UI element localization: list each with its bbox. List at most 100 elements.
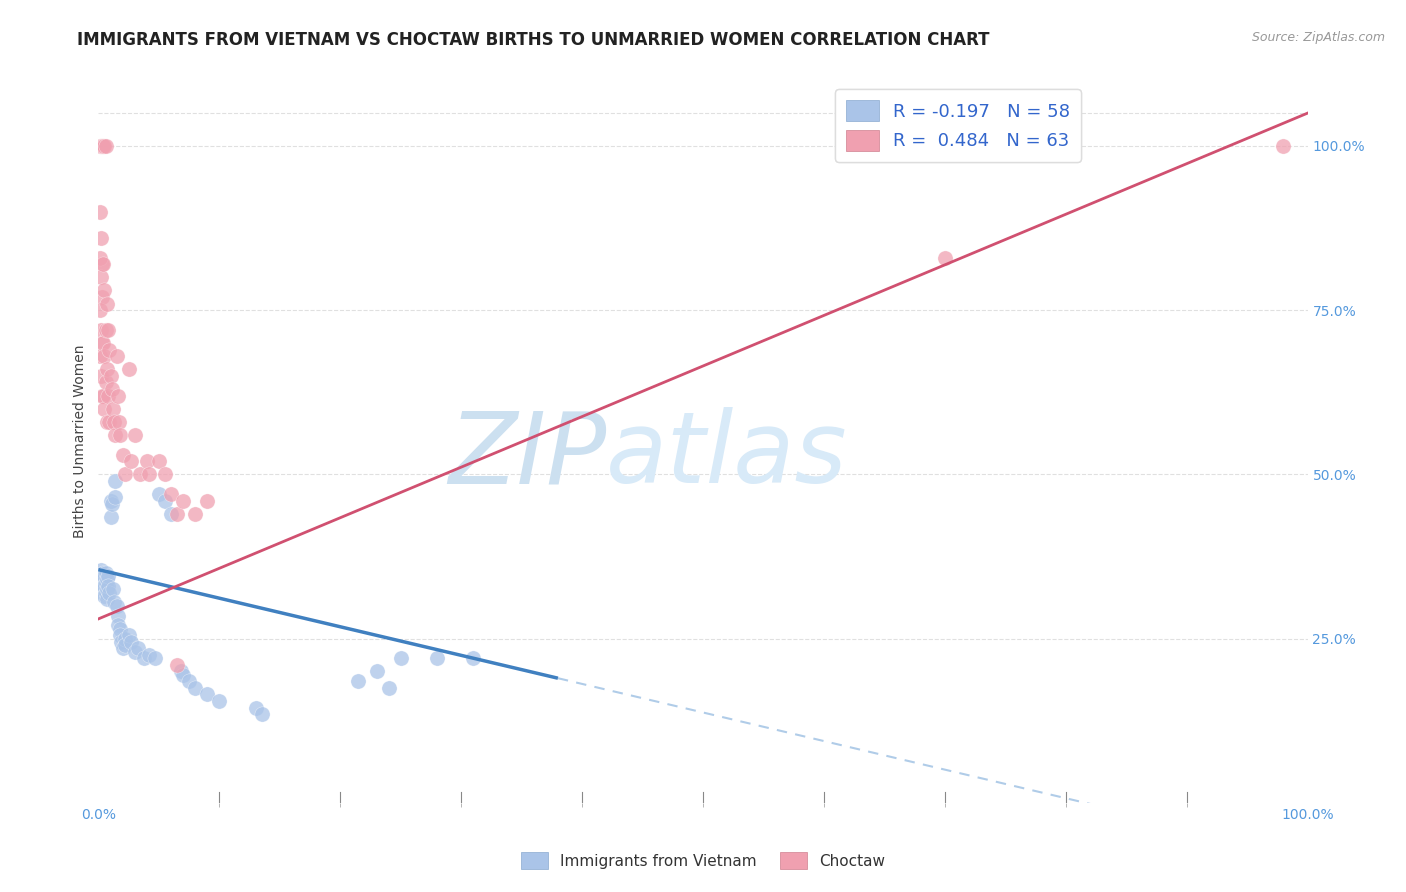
Point [103, 595, 125, 609]
Point [89, 349, 111, 363]
Point [105, 349, 128, 363]
Y-axis label: Births to Unmarried Women: Births to Unmarried Women [73, 345, 87, 538]
Point [118, 362, 141, 376]
Point [389, 651, 412, 665]
Point [153, 493, 176, 508]
Point [97, 323, 120, 337]
Point [98, 415, 121, 429]
Point [100, 493, 122, 508]
Point [101, 401, 124, 416]
Point [245, 700, 267, 714]
Point [208, 694, 231, 708]
Point [124, 645, 146, 659]
Point [118, 628, 141, 642]
Point [93, 349, 115, 363]
Point [94, 376, 117, 390]
Text: ZIP: ZIP [449, 408, 606, 505]
Point [89, 251, 111, 265]
Point [111, 641, 134, 656]
Text: Source: ZipAtlas.com: Source: ZipAtlas.com [1251, 31, 1385, 45]
Point [184, 507, 207, 521]
Point [91, 257, 114, 271]
Point [111, 448, 134, 462]
Point [160, 507, 183, 521]
Point [108, 428, 131, 442]
Point [160, 487, 183, 501]
Point [166, 507, 188, 521]
Point [120, 635, 142, 649]
Point [94, 566, 117, 580]
Point [108, 622, 131, 636]
Point [91, 575, 114, 590]
Point [934, 251, 956, 265]
Point [108, 628, 131, 642]
Point [103, 415, 125, 429]
Point [91, 336, 114, 351]
Point [148, 487, 170, 501]
Point [134, 651, 156, 665]
Legend: Immigrants from Vietnam, Choctaw: Immigrants from Vietnam, Choctaw [515, 846, 891, 875]
Point [91, 290, 114, 304]
Point [1272, 139, 1295, 153]
Point [93, 569, 115, 583]
Point [100, 510, 122, 524]
Point [91, 582, 114, 597]
Point [114, 467, 136, 482]
Point [107, 618, 129, 632]
Point [143, 651, 166, 665]
Point [94, 575, 117, 590]
Point [114, 638, 136, 652]
Point [97, 579, 120, 593]
Point [128, 467, 150, 482]
Point [94, 585, 117, 599]
Point [195, 493, 218, 508]
Point [166, 657, 188, 672]
Point [96, 362, 118, 376]
Point [124, 428, 146, 442]
Point [90, 139, 112, 153]
Point [91, 257, 114, 271]
Point [138, 648, 160, 662]
Point [105, 599, 128, 613]
Point [114, 632, 136, 646]
Point [107, 388, 129, 402]
Point [98, 585, 121, 599]
Point [91, 566, 114, 580]
Point [100, 368, 122, 383]
Point [377, 681, 399, 695]
Point [148, 454, 170, 468]
Point [91, 573, 114, 587]
Point [96, 582, 118, 597]
Text: IMMIGRANTS FROM VIETNAM VS CHOCTAW BIRTHS TO UNMARRIED WOMEN CORRELATION CHART: IMMIGRANTS FROM VIETNAM VS CHOCTAW BIRTH… [77, 31, 990, 49]
Point [153, 467, 176, 482]
Point [89, 303, 111, 318]
Point [135, 454, 157, 468]
Point [93, 139, 115, 153]
Point [250, 707, 273, 722]
Point [110, 635, 132, 649]
Point [169, 665, 191, 679]
Point [90, 368, 112, 383]
Point [94, 139, 117, 153]
Point [91, 388, 114, 402]
Text: atlas: atlas [606, 408, 848, 505]
Point [93, 589, 115, 603]
Point [195, 687, 218, 701]
Point [93, 579, 115, 593]
Point [93, 401, 115, 416]
Point [96, 415, 118, 429]
Point [96, 592, 118, 607]
Point [107, 608, 129, 623]
Point [426, 651, 449, 665]
Point [96, 296, 118, 310]
Point [108, 415, 131, 429]
Point [100, 497, 122, 511]
Point [104, 474, 127, 488]
Point [100, 382, 122, 396]
Point [90, 563, 112, 577]
Point [89, 139, 111, 153]
Point [104, 428, 127, 442]
Point [366, 665, 388, 679]
Point [90, 231, 112, 245]
Point [90, 270, 112, 285]
